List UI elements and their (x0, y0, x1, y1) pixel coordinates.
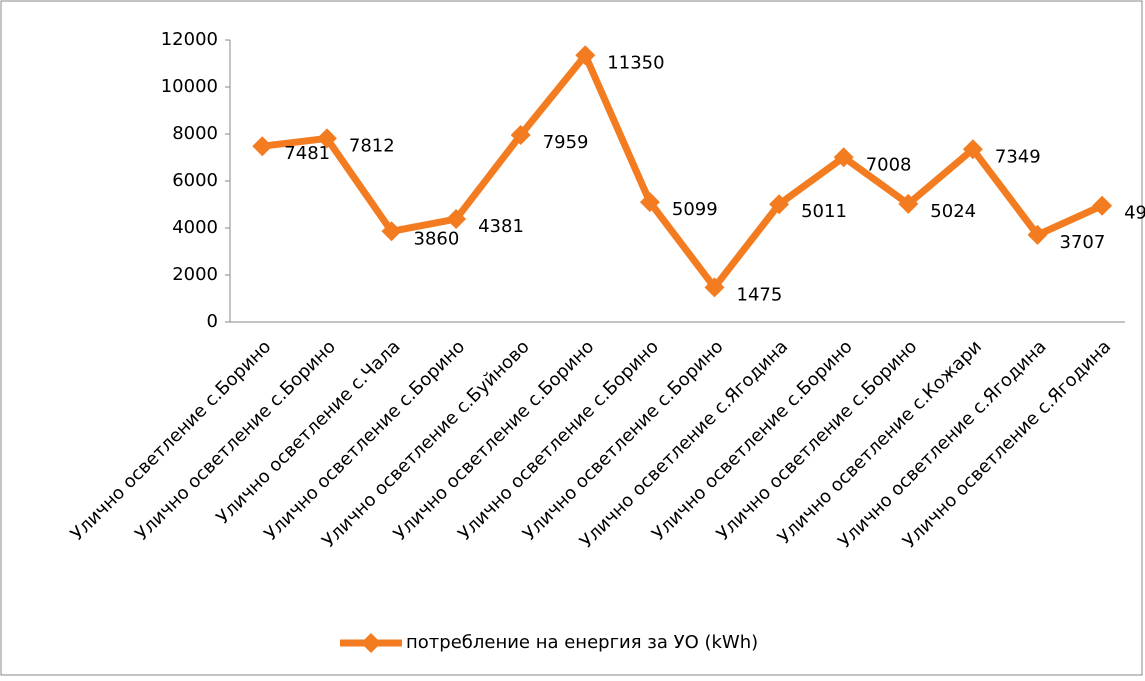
y-tick-label: 10000 (161, 76, 218, 97)
data-label: 4381 (478, 216, 524, 237)
marker (898, 193, 919, 214)
data-label: 1475 (737, 284, 783, 305)
y-tick-label: 6000 (172, 170, 218, 191)
marker (446, 209, 467, 230)
marker (316, 128, 337, 149)
data-label: 4947 (1124, 203, 1145, 224)
marker (639, 192, 660, 213)
data-label: 7008 (866, 154, 912, 175)
y-tick-label: 4000 (172, 217, 218, 238)
marker (704, 277, 725, 298)
marker (1092, 195, 1113, 216)
legend-marker (361, 633, 381, 653)
y-tick-label: 8000 (172, 123, 218, 144)
marker (252, 136, 273, 157)
marker (510, 124, 531, 145)
data-label: 3860 (414, 228, 460, 249)
y-tick-label: 2000 (172, 264, 218, 285)
data-label: 5099 (672, 199, 718, 220)
data-label: 7812 (349, 135, 395, 156)
data-label: 5011 (801, 201, 847, 222)
y-tick-label: 0 (207, 311, 218, 332)
data-label: 5024 (930, 201, 976, 222)
series-line (261, 51, 1104, 291)
marker (381, 221, 402, 242)
marker (769, 194, 790, 215)
data-label: 7349 (995, 146, 1041, 167)
data-label: 7481 (284, 143, 330, 164)
marker (575, 45, 596, 66)
marker (1027, 224, 1048, 245)
marker (962, 139, 983, 160)
data-label: 7959 (543, 132, 589, 153)
legend-label: потребление на енергия за УО (kWh) (406, 632, 758, 653)
data-label: 11350 (607, 52, 664, 73)
data-label: 3707 (1060, 232, 1106, 253)
marker (833, 147, 854, 168)
y-tick-label: 12000 (161, 29, 218, 50)
